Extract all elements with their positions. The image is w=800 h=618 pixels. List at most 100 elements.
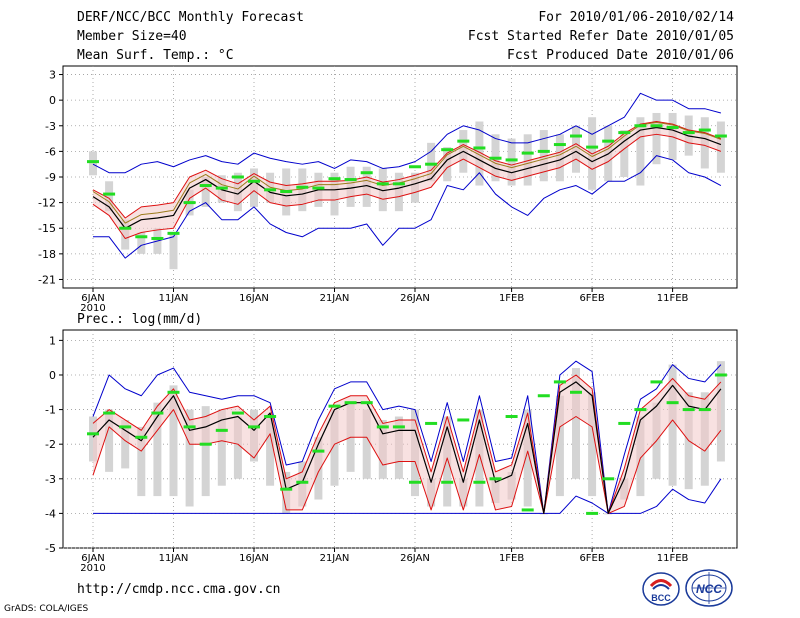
spread-box	[588, 392, 597, 497]
x-tick-label: 11JAN	[159, 293, 189, 304]
member-marker	[634, 124, 647, 128]
member-marker	[248, 425, 260, 429]
member-marker	[570, 390, 582, 394]
member-marker	[505, 158, 518, 162]
member-marker	[409, 165, 421, 169]
member-marker	[586, 145, 599, 149]
member-marker	[666, 401, 679, 405]
member-marker	[650, 380, 663, 384]
ncc-logo: NCC	[685, 569, 733, 607]
ensemble-mean-line	[92, 381, 722, 514]
member-marker	[425, 162, 438, 166]
member-marker	[698, 128, 711, 132]
spread-box	[668, 364, 677, 486]
outer-high-line	[92, 360, 722, 514]
spread-box	[137, 232, 146, 254]
inner-high-line	[92, 121, 722, 219]
member-marker	[586, 511, 599, 515]
spread-box	[169, 385, 178, 497]
member-marker	[360, 401, 373, 405]
source-url: http://cmdp.ncc.cma.gov.cn	[77, 582, 281, 597]
spread-box	[217, 409, 226, 486]
spread-box	[507, 138, 516, 186]
olive-line	[92, 121, 722, 224]
ensemble-mean-line	[92, 126, 722, 229]
member-marker	[537, 394, 550, 398]
y-tick-label: 3	[49, 69, 56, 82]
inner-low-line	[92, 133, 722, 239]
inner-low-line	[92, 409, 722, 514]
member-marker	[682, 408, 695, 412]
member-marker	[602, 139, 615, 143]
member-marker	[360, 171, 373, 175]
spread-box	[539, 130, 548, 182]
inner-high-line	[92, 374, 722, 514]
ncc-logo-text: NCC	[696, 582, 722, 596]
spread-box	[105, 181, 114, 212]
y-tick-label: 0	[49, 94, 56, 107]
member-marker	[425, 421, 438, 425]
y-tick-label: -9	[45, 171, 56, 184]
spread-box	[121, 419, 130, 469]
member-marker	[183, 201, 196, 205]
bcc-logo: BCC	[642, 572, 680, 606]
x-tick-label: 16JAN	[239, 293, 269, 304]
member-marker	[103, 411, 116, 415]
x-year-label: 2010	[80, 303, 105, 314]
member-marker	[231, 411, 244, 415]
member-marker	[521, 508, 534, 512]
member-marker	[650, 124, 663, 128]
fcst-started-date: Fcst Started Refer Date 2010/01/05	[467, 29, 734, 44]
member-marker	[457, 139, 470, 143]
y-tick-label: -21	[38, 273, 56, 286]
spread-box	[523, 409, 532, 507]
spread-box	[233, 416, 242, 479]
member-marker	[698, 408, 711, 412]
spread-box	[266, 416, 275, 486]
spread-box	[652, 112, 661, 165]
member-marker	[344, 401, 357, 405]
variable-label: Mean Surf. Temp.: °C	[77, 48, 234, 63]
member-marker	[618, 131, 631, 135]
x-tick-label: 21JAN	[320, 553, 350, 564]
x-tick-label: 11FEB	[657, 293, 689, 304]
spread-box	[137, 426, 146, 497]
spread-box	[475, 409, 484, 507]
x-tick-label: 6JAN	[81, 293, 104, 304]
member-marker	[553, 380, 566, 384]
member-marker	[231, 175, 244, 179]
member-marker	[264, 188, 277, 192]
member-marker	[344, 178, 357, 182]
y-tick-label: 0	[49, 369, 56, 382]
member-marker	[135, 435, 148, 439]
member-marker	[151, 236, 164, 240]
spread-box	[443, 416, 452, 507]
member-marker	[457, 418, 470, 422]
outer-high-line	[92, 92, 722, 174]
x-tick-label: 6FEB	[579, 553, 604, 564]
x-tick-label: 21JAN	[320, 293, 350, 304]
spread-box	[169, 232, 178, 270]
y-tick-label: -4	[45, 507, 56, 520]
member-marker	[376, 425, 389, 429]
member-marker	[215, 186, 228, 190]
grads-credit: GrADS: COLA/IGES	[4, 604, 89, 614]
member-marker	[167, 231, 180, 235]
x-tick-label: 26JAN	[400, 553, 430, 564]
member-marker	[183, 425, 196, 429]
spread-box	[427, 142, 436, 182]
member-marker	[119, 226, 132, 230]
member-marker	[376, 182, 389, 186]
member-marker	[392, 182, 405, 186]
y-tick-label: -5	[45, 542, 56, 555]
member-marker	[167, 390, 180, 394]
spread-box	[330, 409, 339, 486]
member-marker	[119, 425, 132, 429]
panel-title: Prec.: log(mm/d)	[77, 312, 202, 327]
member-marker	[570, 134, 582, 138]
member-marker	[199, 184, 212, 188]
fcst-produced-date: Fcst Produced Date 2010/01/06	[507, 48, 734, 63]
